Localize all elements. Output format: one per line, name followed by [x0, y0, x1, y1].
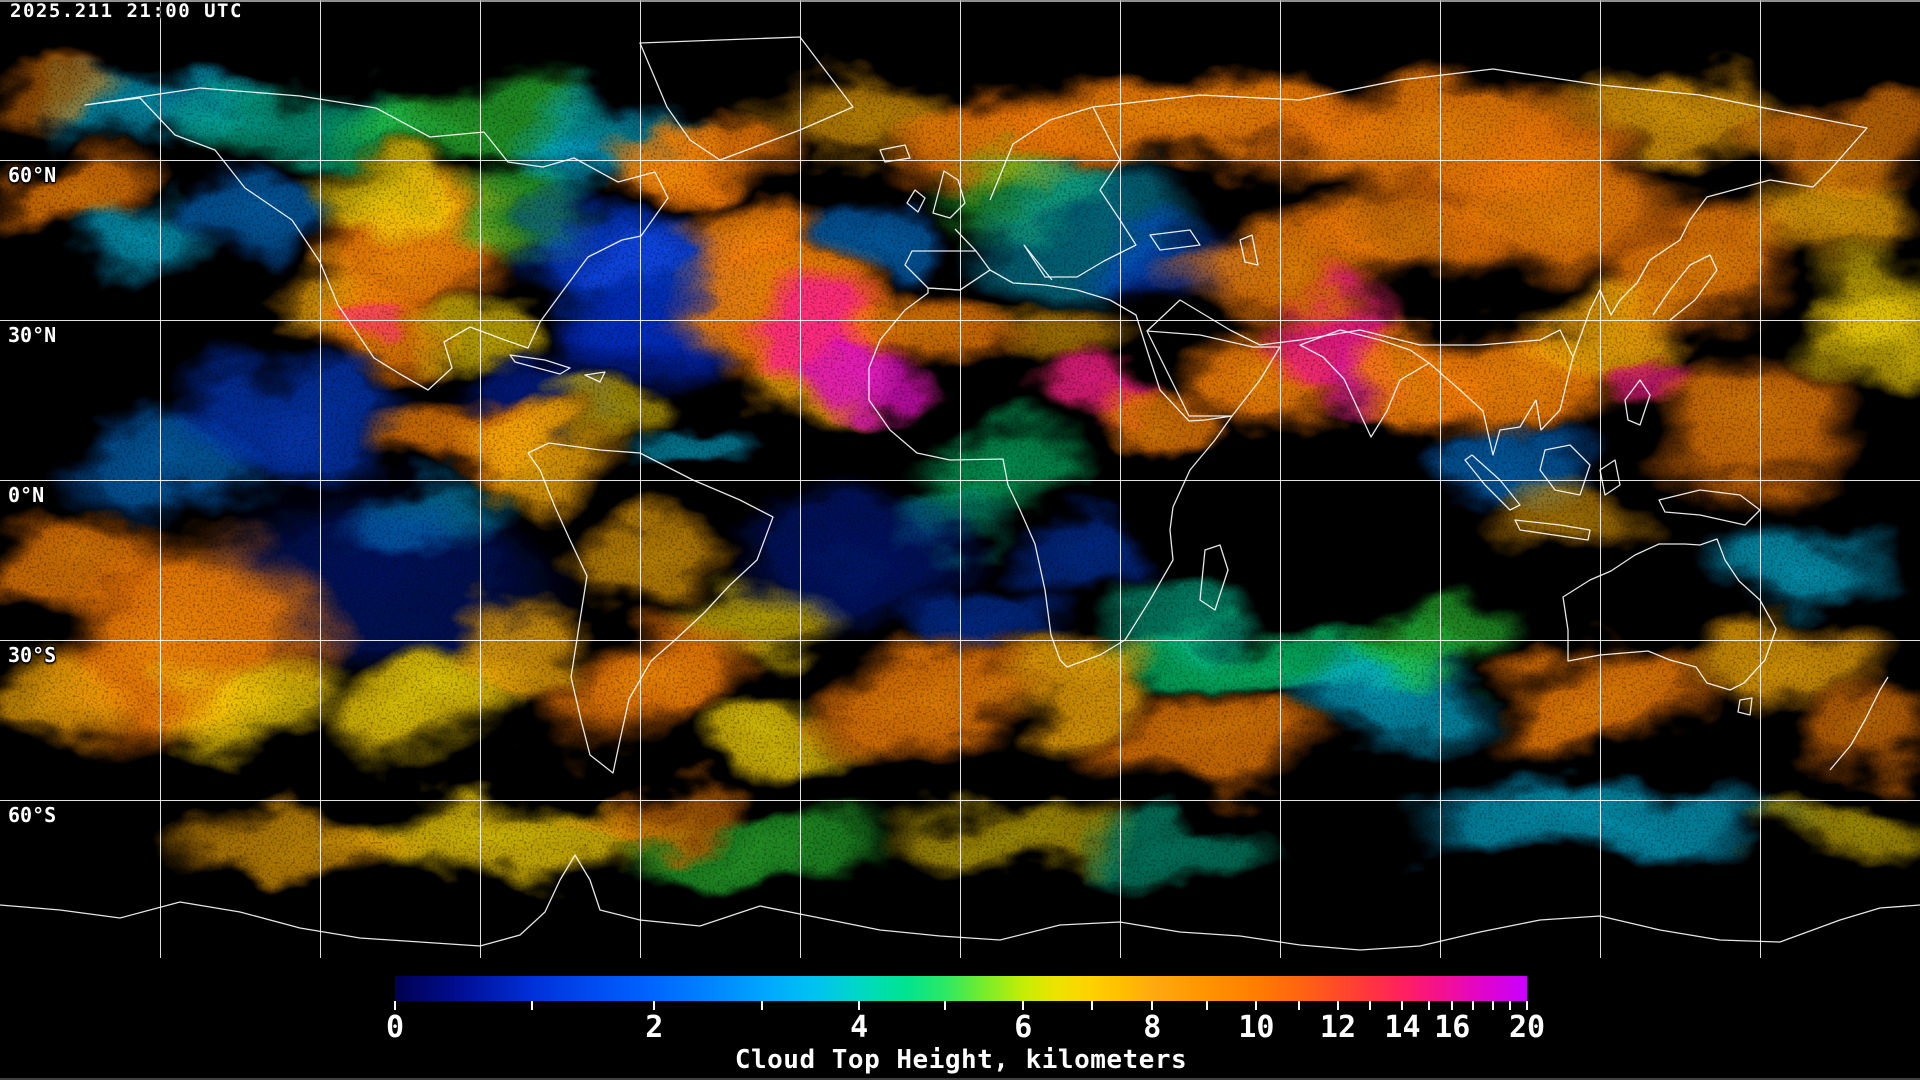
colorbar-tick-label: 14: [1384, 1010, 1421, 1045]
latitude-label: 0°N: [8, 483, 45, 507]
colorbar-tick: [1427, 1001, 1430, 1010]
longitude-gridline: [160, 0, 161, 958]
colorbar-tick: [1401, 1001, 1404, 1010]
colorbar-gradient: [395, 976, 1527, 1001]
colorbar-tick: [1471, 1001, 1474, 1010]
coast-philippines: [1624, 379, 1651, 426]
latitude-gridline: [0, 160, 1920, 161]
coast-greenland: [639, 36, 854, 161]
longitude-gridline: [960, 0, 961, 958]
coast-antarctica: [0, 854, 1920, 951]
timestamp: 2025.211 21:00 UTC: [10, 0, 243, 22]
colorbar-tick: [530, 1001, 533, 1010]
longitude-gridline: [1440, 0, 1441, 958]
colorbar-tick: [1509, 1001, 1512, 1010]
colorbar-tick-label: 20: [1508, 1010, 1546, 1045]
latitude-gridline: [0, 800, 1920, 801]
coastline-layer: [0, 36, 1920, 951]
coast-japan: [1652, 254, 1718, 321]
latitude-gridline: [0, 480, 1920, 481]
colorbar-tick-label: 4: [850, 1010, 869, 1045]
colorbar-tick: [1336, 1001, 1339, 1010]
colorbar: 0 2 4 6 8 10 12 14 16 20: [386, 976, 1545, 1043]
colorbar-tick: [1151, 1001, 1154, 1010]
latitude-label: 30°N: [8, 323, 57, 347]
colorbar-tick: [944, 1001, 947, 1010]
frame-bottom-border: [0, 1078, 1920, 1080]
coast-iceland: [879, 144, 911, 163]
longitude-gridline: [640, 0, 641, 958]
coast-madagascar: [1199, 544, 1229, 611]
longitude-gridline: [320, 0, 321, 958]
colorbar-tick-label: 8: [1143, 1010, 1162, 1045]
longitude-gridline: [1760, 0, 1761, 958]
colorbar-title: Cloud Top Height, kilometers: [734, 1045, 1188, 1075]
coast-southeast-asia: [1428, 356, 1574, 456]
coast-caribbean: [509, 354, 606, 383]
colorbar-tick: [1205, 1001, 1208, 1010]
longitude-gridline: [1600, 0, 1601, 958]
colorbar-tick-label: 0: [385, 1010, 405, 1045]
world-map-panel: [0, 0, 1920, 960]
colorbar-tick: [760, 1001, 763, 1010]
colorbar-tick: [1022, 1001, 1025, 1010]
longitude-gridline: [800, 0, 801, 958]
colorbar-tick-label: 10: [1238, 1010, 1275, 1045]
coast-africa: [868, 269, 1233, 668]
latitude-label: 60°S: [8, 803, 57, 827]
longitude-gridline: [1120, 0, 1121, 958]
colorbar-tick-label: 12: [1319, 1010, 1357, 1045]
colorbar-tick: [858, 1001, 861, 1010]
longitude-gridline: [480, 0, 481, 958]
coast-south-america: [527, 442, 774, 774]
latitude-label: 60°N: [8, 163, 57, 187]
coast-north-america: [84, 87, 669, 391]
colorbar-tick-label: 16: [1434, 1010, 1471, 1045]
coast-arabia: [1146, 330, 1281, 417]
coast-europe: [954, 106, 1137, 281]
colorbar-tick: [394, 1001, 396, 1010]
colorbar-tick: [1091, 1001, 1094, 1010]
coast-indonesia: [1464, 444, 1761, 541]
colorbar-tick: [653, 1001, 656, 1010]
latitude-gridline: [0, 640, 1920, 641]
latitude-label: 30°S: [8, 643, 57, 667]
colorbar-tick-label: 6: [1014, 1010, 1033, 1045]
coast-black-caspian-seas: [1149, 229, 1259, 266]
coast-british-isles: [906, 170, 966, 219]
coast-new-zealand: [1829, 676, 1889, 771]
frame-top-border: [0, 0, 1920, 2]
coast-australia: [1562, 538, 1777, 716]
colorbar-tick: [1526, 1001, 1528, 1010]
colorbar-tick-label: 2: [645, 1010, 664, 1045]
colorbar-tick: [1492, 1001, 1495, 1010]
colorbar-tick: [1451, 1001, 1454, 1010]
latitude-gridline: [0, 320, 1920, 321]
colorbar-tick: [1255, 1001, 1258, 1010]
longitude-gridline: [1280, 0, 1281, 958]
colorbar-tick: [1298, 1001, 1301, 1010]
colorbar-tick: [1368, 1001, 1371, 1010]
coast-asia-north: [1092, 68, 1868, 358]
coast-india: [1299, 329, 1430, 438]
